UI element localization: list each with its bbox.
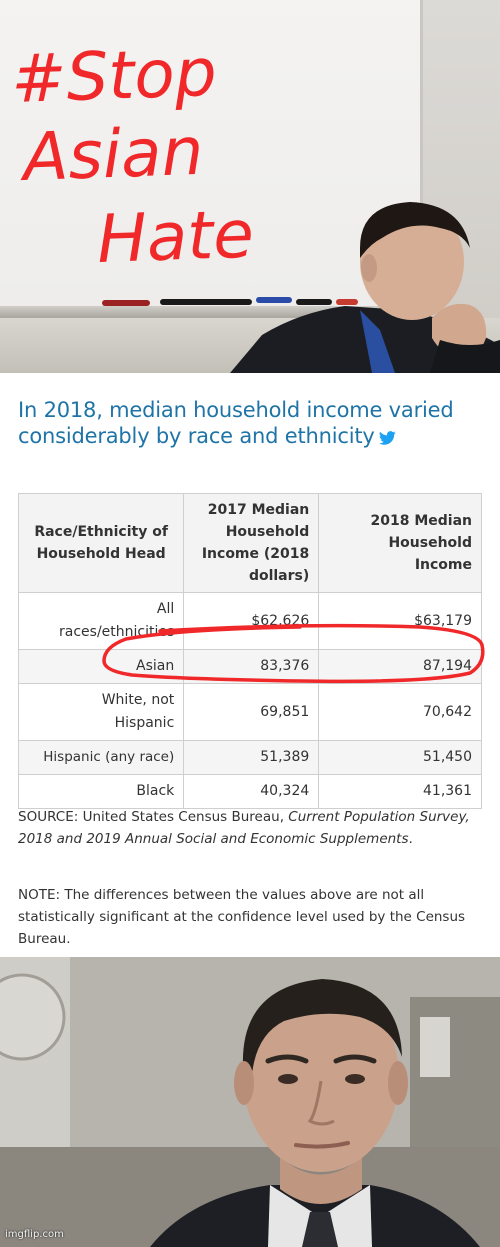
table-row: Hispanic (any race) 51,389 51,450 <box>17 740 482 775</box>
source-suffix: . <box>408 831 413 847</box>
cell-race: Hispanic (any race) <box>17 740 185 775</box>
caption-line-1: #Stop <box>10 34 218 118</box>
cell-income-2018: 51,450 <box>318 740 482 775</box>
article-title-text: In 2018, median household income varied … <box>18 398 454 448</box>
cell-race: Asian <box>17 649 185 684</box>
table-row: White, not Hispanic 69,851 70,642 <box>17 683 482 741</box>
marker-tray <box>0 0 500 373</box>
red-marker <box>102 300 150 306</box>
man-reaction-illustration <box>0 957 500 1247</box>
table-header-row: Race/Ethnicity of Household Head 2017 Me… <box>17 493 482 593</box>
cell-income-2017: 69,851 <box>183 683 320 741</box>
statistical-note: NOTE: The differences between the values… <box>18 887 466 947</box>
cell-income-2018: 41,361 <box>318 774 482 809</box>
cell-race: White, not Hispanic <box>17 683 185 741</box>
imgflip-watermark: imgflip.com <box>5 1229 64 1240</box>
header-income-2018: 2018 Median Household Income <box>318 493 482 593</box>
cell-income-2017: 83,376 <box>183 649 320 684</box>
source-publication: Current Population Survey, 2018 and 2019… <box>18 809 470 847</box>
stop-asian-hate-caption: #Stop Asian Hate <box>10 34 255 278</box>
twitter-bird-icon[interactable] <box>378 431 396 445</box>
cell-race: Black <box>17 774 185 809</box>
caption-line-3: Hate <box>96 196 255 278</box>
man-thinking-illustration <box>230 202 500 373</box>
office-reaction-scene: imgflip.com <box>0 957 500 1247</box>
cell-income-2017: 51,389 <box>183 740 320 775</box>
cell-income-2018: $63,179 <box>318 592 482 650</box>
table-row: Black 40,324 41,361 <box>17 774 482 809</box>
black-marker <box>160 299 252 305</box>
red-marker-2 <box>336 299 358 305</box>
census-article: In 2018, median household income varied … <box>0 373 500 957</box>
caption-line-2: Asian <box>18 113 205 196</box>
cell-income-2017: $62,626 <box>183 592 320 650</box>
header-income-2017: 2017 Median Household Income (2018 dolla… <box>183 493 320 593</box>
whiteboard <box>0 0 423 308</box>
source-note: SOURCE: United States Census Bureau, Cur… <box>18 806 488 850</box>
table-row: Asian 83,376 87,194 <box>17 649 482 684</box>
header-race: Race/Ethnicity of Household Head <box>17 493 185 593</box>
cell-race: All races/ethnicities <box>17 592 185 650</box>
source-prefix: SOURCE: United States Census Bureau, <box>18 809 289 825</box>
cell-income-2018: 70,642 <box>318 683 482 741</box>
cell-income-2017: 40,324 <box>183 774 320 809</box>
blue-marker <box>256 297 292 303</box>
cell-income-2018: 87,194 <box>318 649 482 684</box>
table-row: All races/ethnicities $62,626 $63,179 <box>17 592 482 650</box>
black-marker-2 <box>296 299 332 305</box>
income-table: Race/Ethnicity of Household Head 2017 Me… <box>17 493 482 809</box>
article-title: In 2018, median household income varied … <box>18 397 488 449</box>
whiteboard-scene: #Stop Asian Hate <box>0 0 500 373</box>
